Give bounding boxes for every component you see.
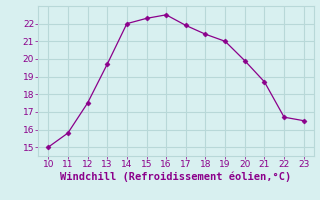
- X-axis label: Windchill (Refroidissement éolien,°C): Windchill (Refroidissement éolien,°C): [60, 172, 292, 182]
